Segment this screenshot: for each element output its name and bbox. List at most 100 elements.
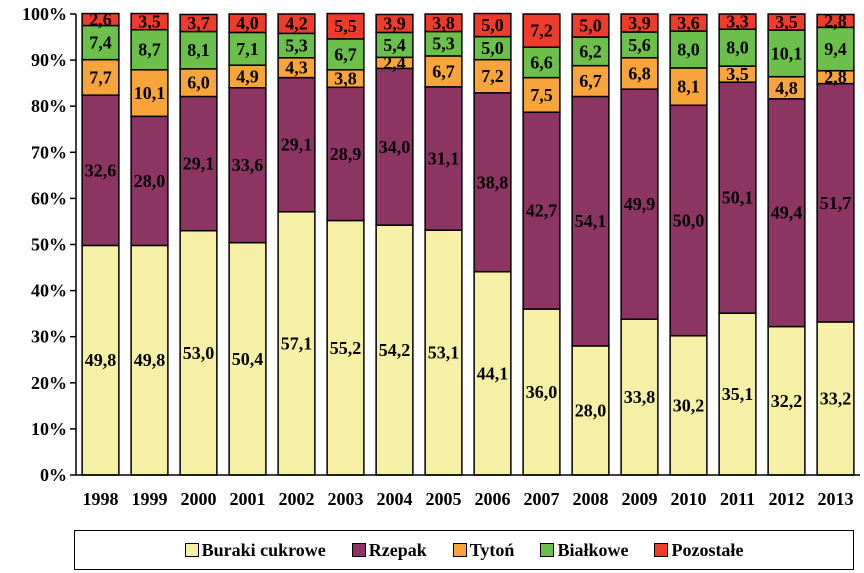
x-tick-label: 2012 — [769, 489, 805, 509]
bar-segment — [473, 270, 512, 476]
legend-item: Białkowe — [540, 540, 628, 561]
bar-segment — [130, 115, 169, 247]
data-label: 33,2 — [820, 388, 852, 408]
data-label: 7,2 — [481, 66, 504, 86]
data-label: 3,7 — [187, 13, 210, 33]
data-label: 7,5 — [530, 85, 553, 105]
data-label: 4,8 — [775, 78, 798, 98]
data-label: 10,1 — [771, 43, 803, 63]
bar-segment — [571, 13, 610, 38]
data-label: 7,7 — [89, 67, 112, 87]
bar-segment — [522, 308, 561, 476]
bar-segment — [130, 69, 169, 118]
bar-segment — [620, 31, 659, 59]
bar-segment — [522, 13, 561, 48]
bar-segment — [718, 28, 757, 67]
x-tick-label: 2006 — [475, 489, 511, 509]
data-label: 50,1 — [722, 188, 754, 208]
bar-segment — [767, 98, 806, 328]
bar-segment — [571, 95, 610, 347]
bar-segment — [718, 81, 757, 314]
y-tick-label: 10% — [31, 419, 67, 439]
bar-segment — [424, 13, 463, 33]
data-label: 32,6 — [85, 160, 117, 180]
data-label: 44,1 — [477, 363, 509, 383]
data-label: 38,8 — [477, 172, 509, 192]
data-label: 5,0 — [481, 15, 504, 35]
legend-swatch — [540, 543, 555, 557]
bar-segment — [473, 12, 512, 38]
data-label: 5,0 — [579, 16, 602, 36]
legend-label: Tytoń — [469, 539, 515, 560]
y-tick-label: 0% — [40, 465, 67, 485]
y-tick-label: 60% — [31, 188, 67, 208]
data-label: 6,6 — [530, 52, 553, 72]
data-label: 50,0 — [673, 211, 705, 231]
data-label: 3,5 — [775, 12, 798, 32]
y-tick-label: 80% — [31, 96, 67, 116]
legend-swatch — [351, 543, 366, 557]
bar-segment — [375, 13, 414, 34]
bar-segment — [620, 13, 659, 33]
data-label: 3,8 — [432, 13, 455, 33]
data-label: 33,8 — [624, 387, 656, 407]
data-label: 5,5 — [334, 16, 357, 36]
data-label: 7,1 — [236, 39, 259, 59]
data-label: 28,0 — [575, 400, 607, 420]
legend-swatch — [184, 543, 199, 557]
stacked-bar-chart: 0% 10% 20% 30% 40% 50% 60% 70% 80% 90% 100% 49,8 32,… — [22, 4, 860, 509]
data-label: 4,0 — [236, 13, 259, 33]
data-label: 6,7 — [334, 44, 357, 64]
y-tick-label: 100% — [22, 4, 67, 24]
bar-segment — [669, 13, 708, 32]
x-tick-label: 2009 — [622, 489, 658, 509]
data-label: 49,8 — [85, 350, 117, 370]
bar-segment — [816, 13, 855, 29]
bar-segment — [767, 29, 806, 78]
data-label: 5,0 — [481, 38, 504, 58]
bar-segment — [179, 13, 218, 33]
y-tick-label: 70% — [31, 142, 67, 162]
data-label: 5,3 — [432, 34, 455, 54]
data-label: 8,1 — [677, 77, 700, 97]
y-tick-label: 20% — [31, 373, 67, 393]
x-tick-label: 2011 — [720, 489, 755, 509]
legend-label: Pozostałe — [671, 539, 744, 560]
data-label: 49,9 — [624, 194, 656, 214]
data-label: 6,7 — [432, 61, 455, 81]
x-tick-label: 2010 — [671, 489, 707, 509]
x-tick-label: 2001 — [230, 489, 266, 509]
bar-segment — [228, 13, 267, 34]
data-label: 6,8 — [628, 63, 651, 83]
bar-segment — [718, 312, 757, 476]
data-label: 3,5 — [138, 12, 161, 32]
bar-segment — [179, 229, 218, 476]
bar-segment — [620, 318, 659, 476]
data-label: 32,2 — [771, 391, 803, 411]
data-label: 4,9 — [236, 66, 259, 86]
bar-segment — [130, 12, 169, 31]
data-label: 49,4 — [771, 203, 803, 223]
data-label: 8,0 — [726, 38, 749, 58]
bar-segment — [571, 64, 610, 98]
data-label: 51,7 — [820, 193, 852, 213]
bar-segment — [669, 67, 708, 107]
data-label: 54,2 — [379, 340, 411, 360]
x-tick-label: 1998 — [83, 489, 119, 509]
bar-segment — [816, 26, 855, 72]
x-tick-label: 2005 — [426, 489, 462, 509]
data-label: 3,6 — [677, 13, 700, 33]
bar-segment — [81, 244, 120, 476]
data-label: 42,7 — [526, 201, 558, 221]
bar-segment — [228, 241, 267, 476]
data-label: 28,0 — [134, 171, 166, 191]
bar-segment — [130, 28, 169, 71]
data-label: 8,7 — [138, 40, 161, 60]
y-tick-label: 90% — [31, 50, 67, 70]
data-label: 49,8 — [134, 350, 166, 370]
bar-segment — [424, 30, 463, 57]
x-tick-label: 2004 — [377, 489, 413, 509]
data-label: 6,7 — [579, 71, 602, 91]
data-label: 50,4 — [232, 349, 264, 369]
legend-swatch — [654, 543, 669, 557]
